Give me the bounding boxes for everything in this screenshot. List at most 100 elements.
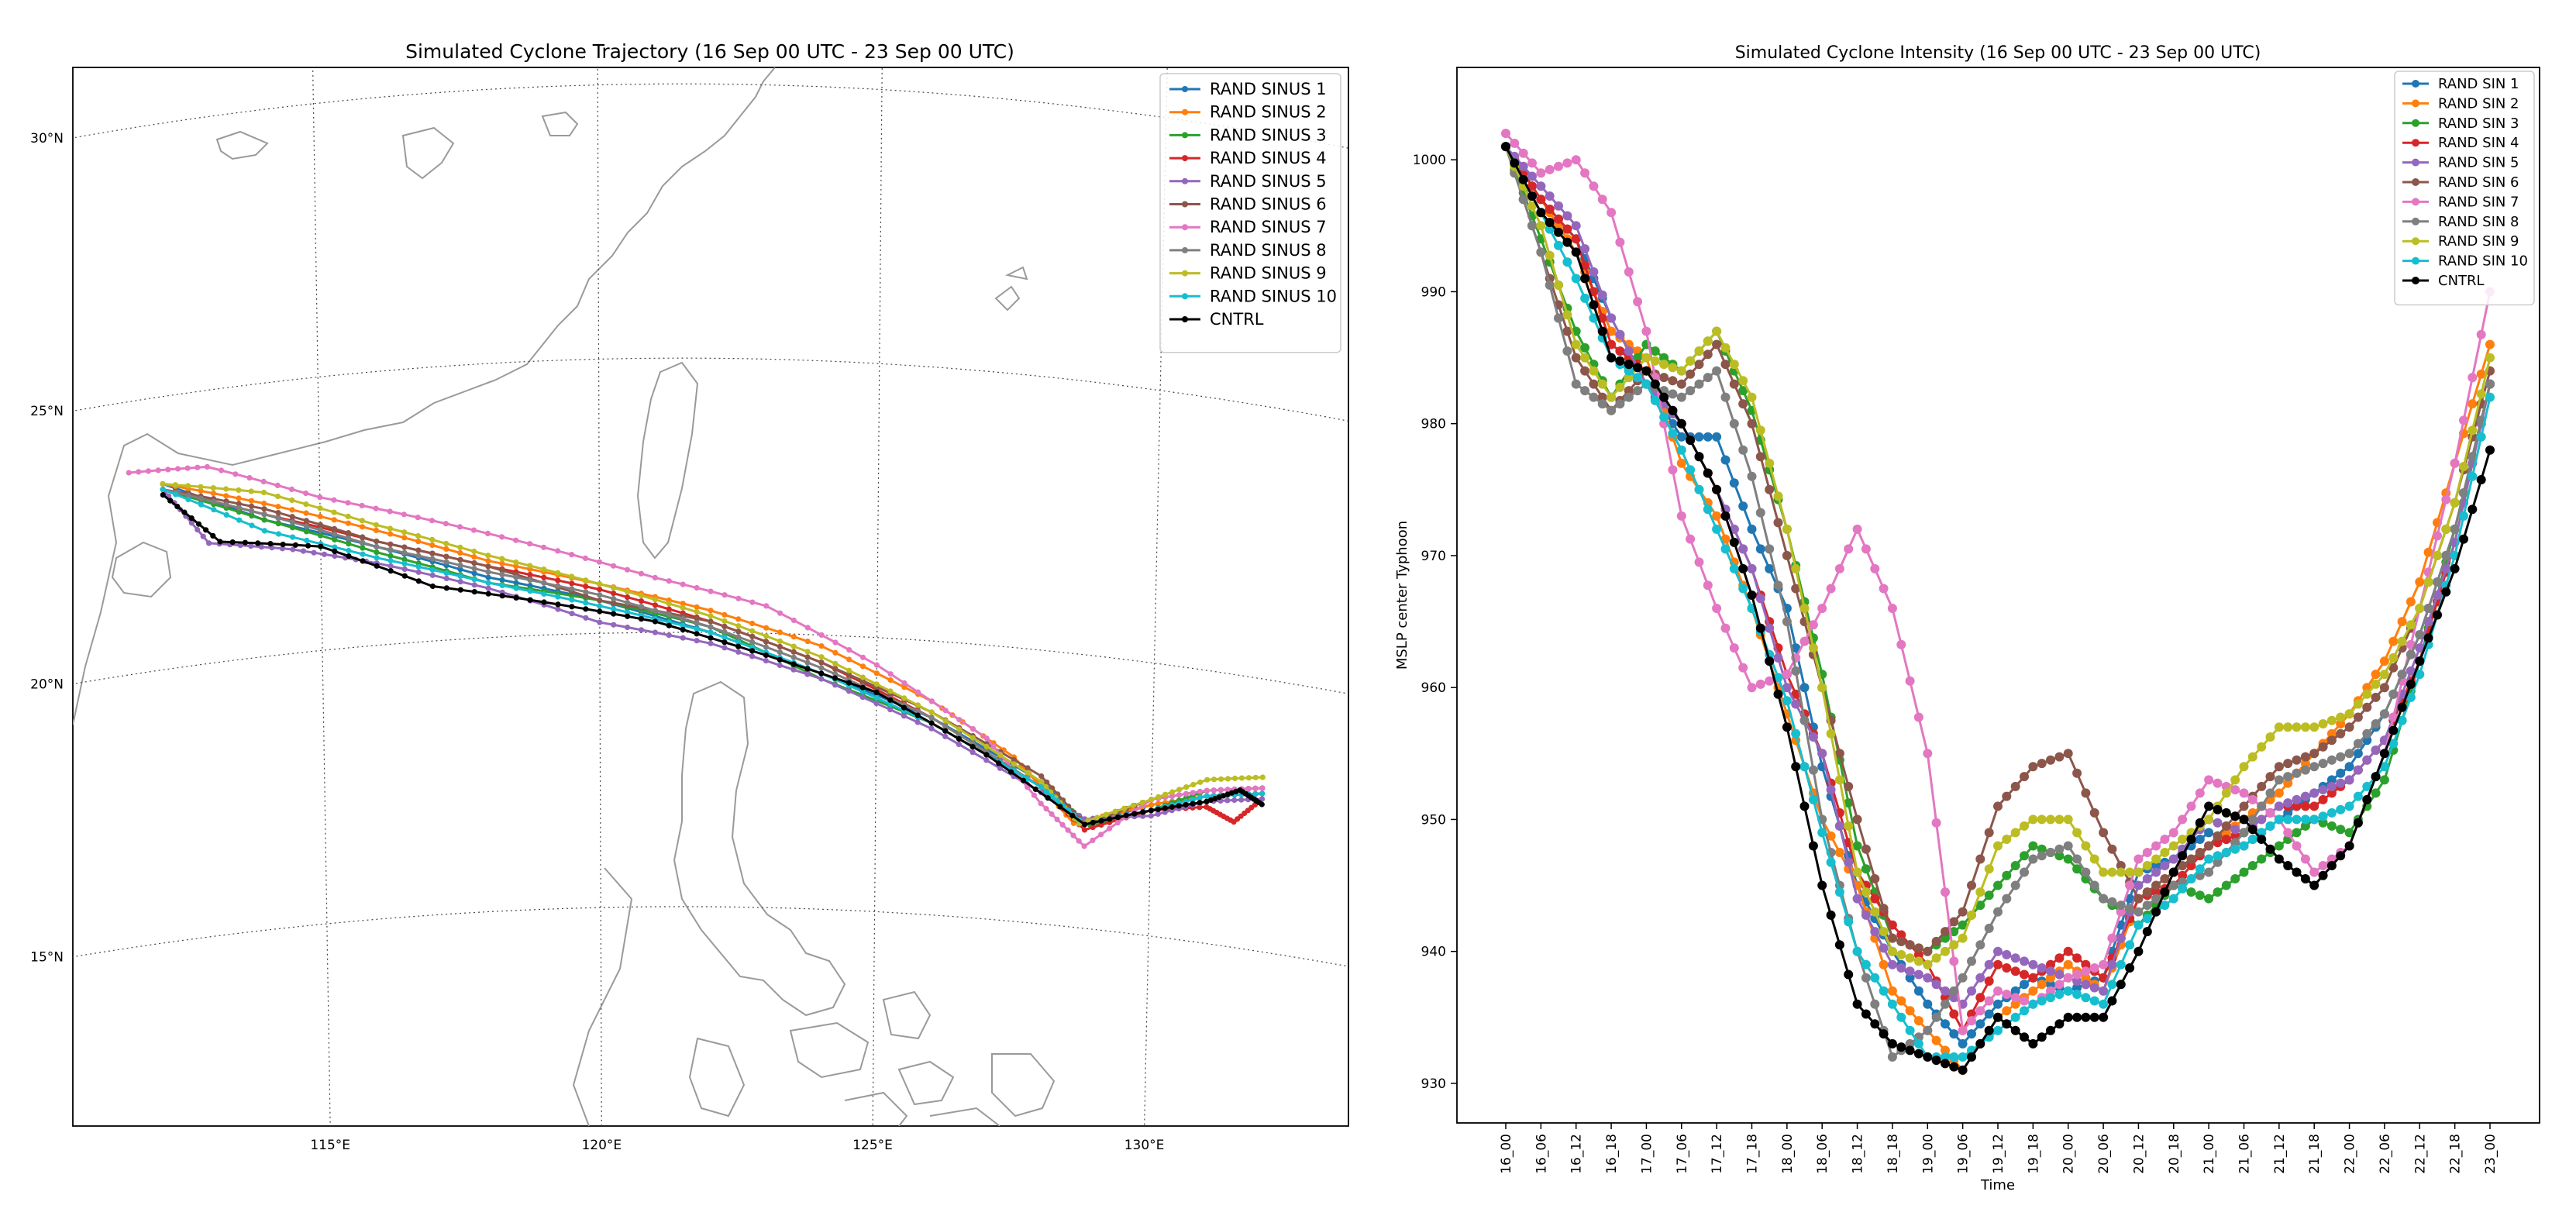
series-point — [2010, 999, 2020, 1009]
series-point — [2344, 709, 2354, 719]
series-point — [1589, 313, 1599, 323]
track-point — [790, 643, 797, 649]
series-point — [2344, 801, 2354, 811]
track-point — [1217, 787, 1224, 793]
series-point — [2397, 670, 2407, 680]
series-point — [2406, 692, 2416, 702]
series-point — [2142, 901, 2152, 911]
series-point — [2010, 1012, 2020, 1022]
track-point — [721, 618, 728, 624]
series-point — [2151, 887, 2161, 897]
track-point — [346, 541, 352, 547]
series-point — [2309, 801, 2319, 811]
series-point — [1958, 933, 1968, 943]
track-point — [1098, 818, 1104, 824]
track-point — [1224, 797, 1231, 804]
legend-marker — [1182, 177, 1188, 184]
series-point — [1571, 379, 1581, 389]
series-point — [1984, 1025, 1994, 1035]
legend-label: RAND SINUS 10 — [1210, 287, 1337, 305]
series-point — [1879, 959, 1889, 969]
series-point — [1870, 563, 1880, 573]
track-point — [832, 639, 839, 646]
track-point — [513, 594, 519, 601]
series-point — [1703, 350, 1713, 360]
track-point — [374, 543, 380, 550]
x-tick-label: 19_18 — [2026, 1134, 2041, 1174]
track-point — [1112, 808, 1118, 814]
series-point — [1607, 326, 1617, 336]
series-point — [1984, 996, 1994, 1006]
series-point — [1773, 580, 1783, 591]
series-point — [1554, 227, 1563, 237]
meridian-line — [1413, 115, 1452, 1226]
series-point — [1562, 158, 1572, 168]
series-point — [1887, 986, 1897, 996]
series-point — [2300, 874, 2310, 883]
track-point — [597, 603, 603, 609]
series-point — [2415, 630, 2425, 640]
series-point — [2151, 861, 2161, 870]
track-point — [790, 654, 797, 660]
series-point — [2054, 969, 2065, 980]
series-point — [2318, 870, 2328, 880]
track-point — [555, 606, 561, 612]
series-point — [1887, 604, 1897, 613]
track-point — [203, 527, 209, 533]
series-point — [2072, 854, 2082, 864]
track-point — [1183, 801, 1189, 808]
track-point — [346, 530, 352, 536]
series-point — [1773, 689, 1783, 699]
track-point — [471, 566, 477, 572]
track-point — [859, 684, 866, 690]
track-point — [415, 547, 422, 553]
track-point — [279, 546, 285, 552]
series-point — [2247, 794, 2257, 804]
intensity-series — [1501, 129, 2495, 1075]
series-point — [1913, 1016, 1923, 1026]
series-point — [1852, 814, 1862, 825]
series-point — [2239, 762, 2249, 772]
track-point — [401, 560, 408, 567]
series-point — [2063, 854, 2073, 864]
series-point — [2063, 973, 2073, 983]
series-point — [2336, 712, 2346, 722]
series-point — [2178, 870, 2188, 880]
track-point — [237, 542, 243, 549]
track-point — [331, 525, 338, 532]
meridian-line — [28, 91, 61, 1226]
series-point — [2406, 649, 2416, 659]
track-point — [210, 532, 216, 539]
track-point — [387, 546, 394, 553]
series-point — [2195, 835, 2205, 844]
track-point — [387, 557, 394, 564]
track-point — [1197, 794, 1203, 801]
track-point — [1098, 832, 1104, 838]
legend-marker — [2412, 158, 2419, 167]
track-point — [777, 656, 783, 663]
track-point — [969, 749, 976, 756]
series-point — [1720, 360, 1731, 370]
series-point — [2300, 801, 2310, 811]
series-point — [2283, 759, 2293, 769]
series-point — [1755, 544, 1765, 554]
track-point — [1169, 793, 1176, 799]
series-point — [1887, 933, 1897, 943]
series-point — [1703, 336, 1713, 346]
track-point — [777, 610, 783, 616]
track-point — [331, 497, 337, 503]
legend-label: RAND SINUS 4 — [1210, 149, 1327, 167]
series-point — [2020, 996, 2029, 1006]
series-point — [1984, 976, 1994, 986]
series-point — [2257, 814, 2267, 825]
series-point — [1870, 874, 1880, 883]
legend-label: RAND SINUS 5 — [1210, 172, 1327, 191]
series-point — [2397, 617, 2407, 627]
map-title: Simulated Cyclone Trajectory (16 Sep 00 … — [405, 40, 1014, 63]
track-point — [485, 553, 491, 559]
series-point — [1826, 857, 1836, 867]
series-point — [2247, 835, 2257, 844]
series-point — [2362, 781, 2372, 791]
track-point — [249, 508, 255, 515]
track-point — [680, 604, 686, 611]
